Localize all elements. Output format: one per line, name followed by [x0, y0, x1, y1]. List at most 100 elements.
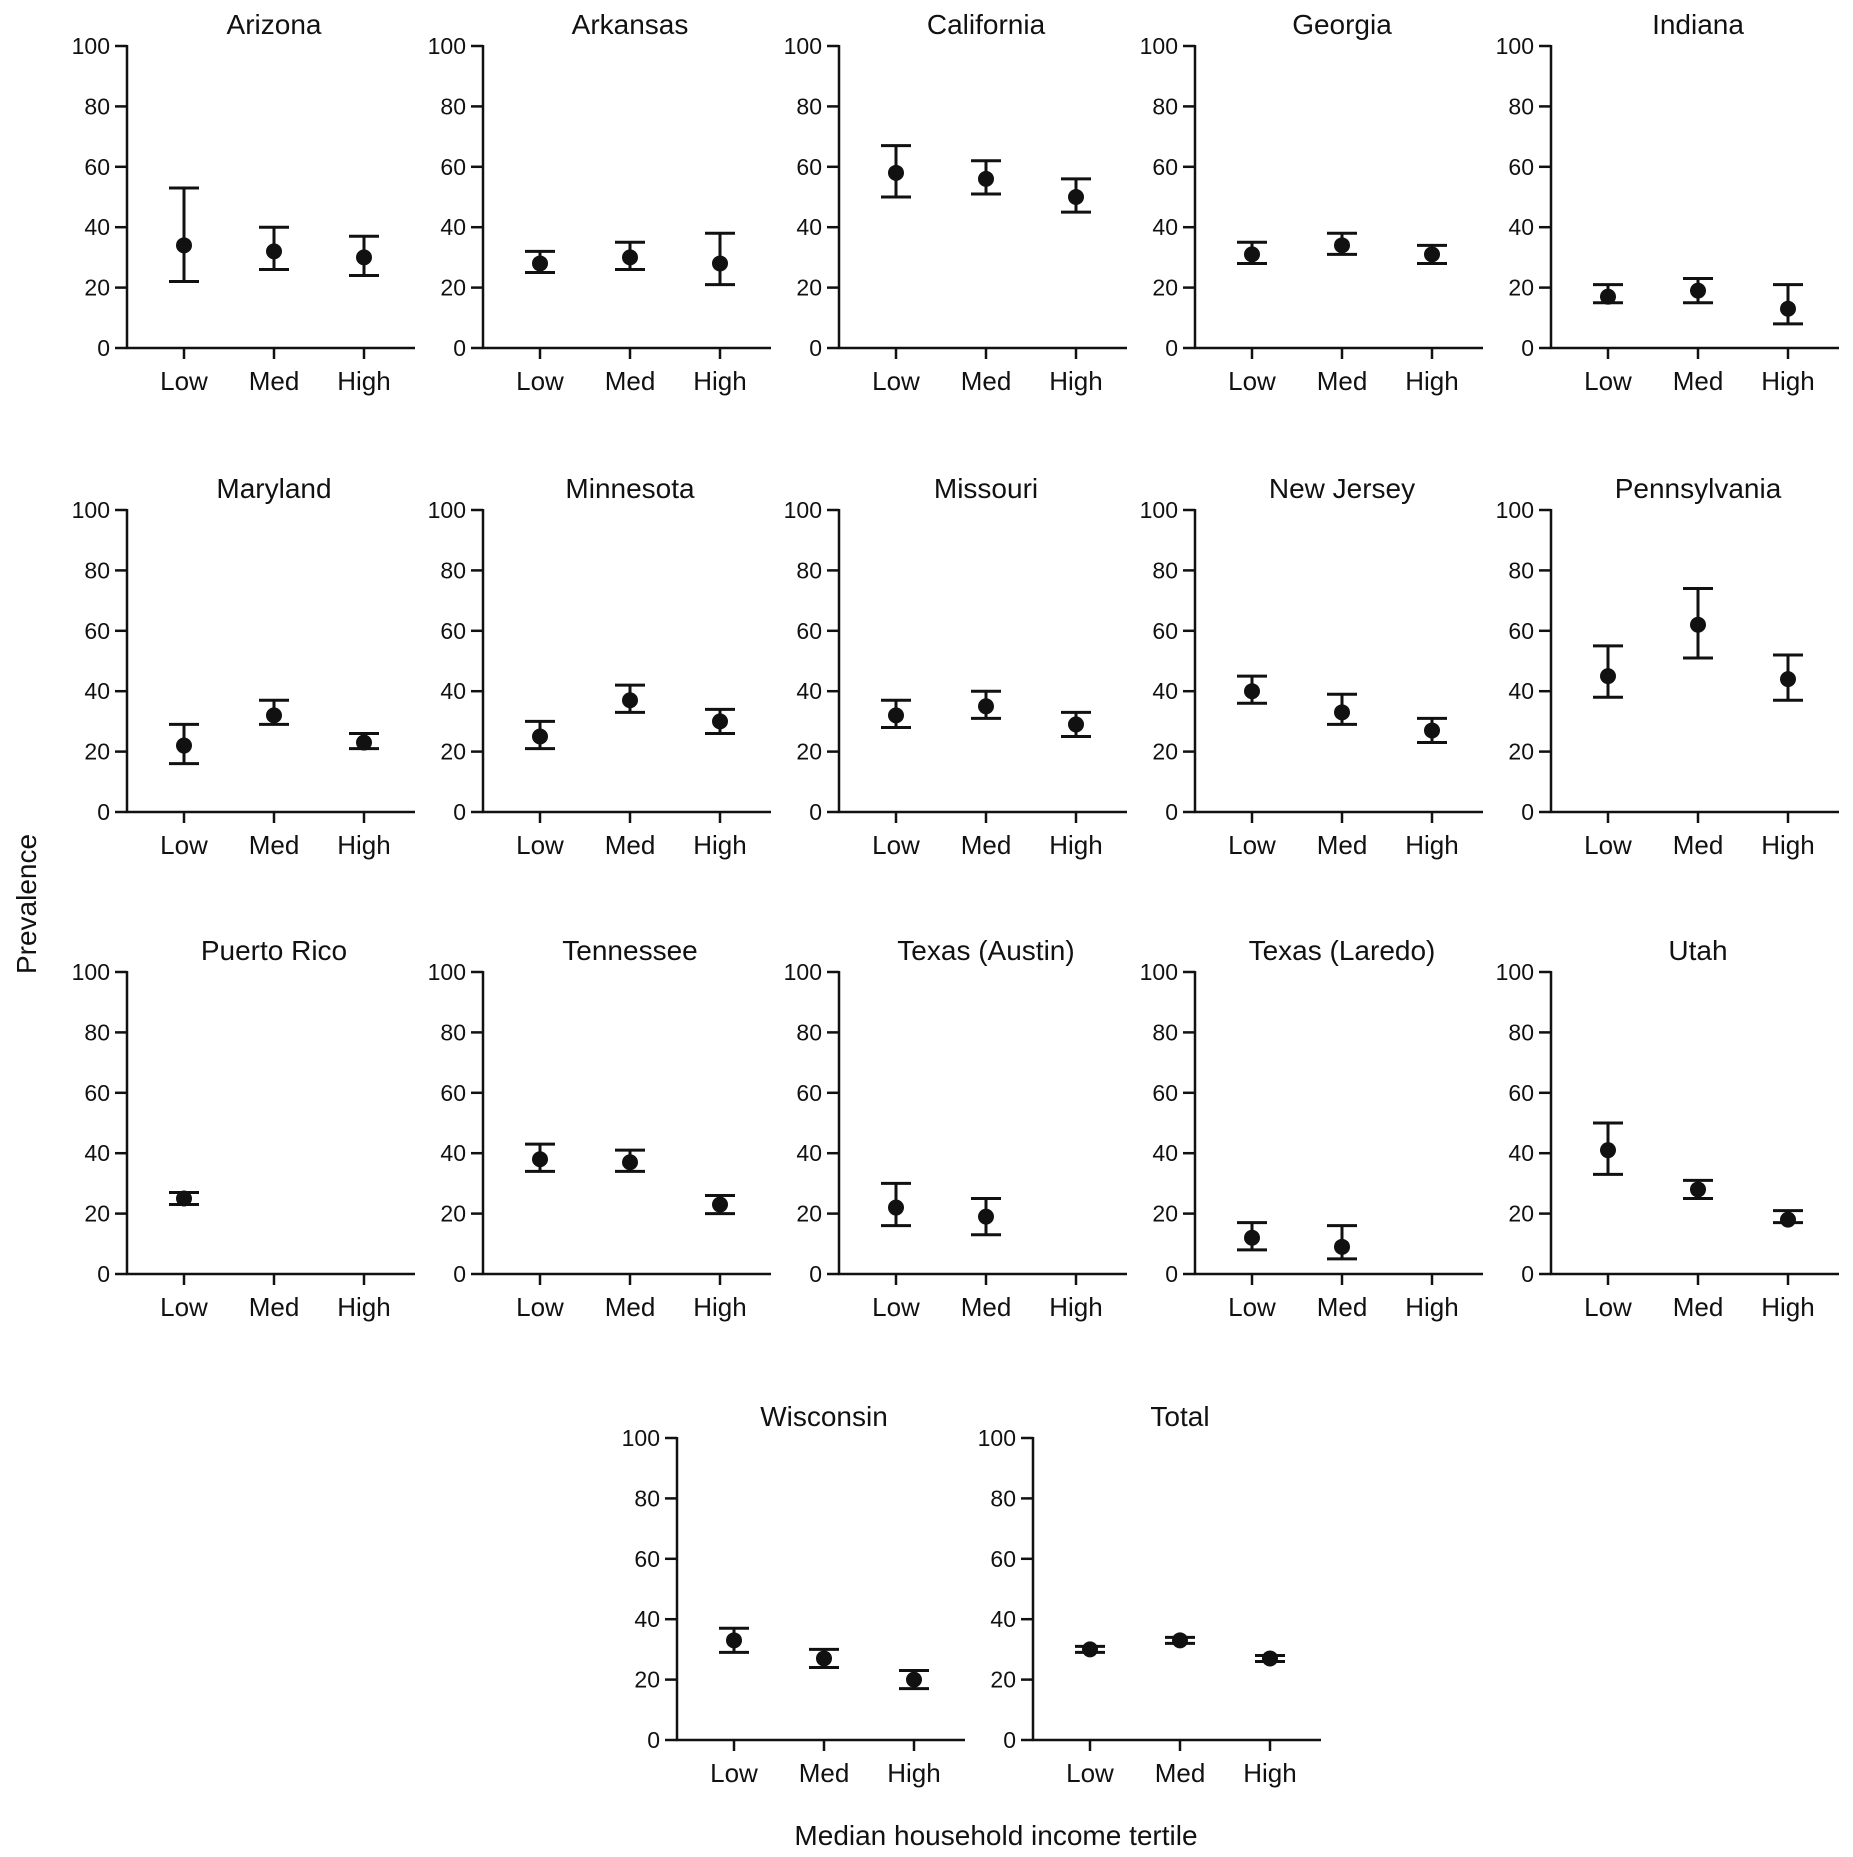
- y-tick-label: 60: [796, 154, 822, 180]
- y-tick-label: 40: [440, 1140, 466, 1166]
- y-tick-label: 20: [1508, 1201, 1534, 1227]
- y-tick-label: 80: [796, 1019, 822, 1045]
- x-tick-label: Low: [872, 366, 920, 396]
- panel-title: Indiana: [1652, 9, 1744, 40]
- y-tick-label: 0: [453, 799, 466, 825]
- x-tick-label: Med: [1317, 830, 1368, 860]
- data-point: [176, 737, 192, 754]
- y-tick-label: 40: [1152, 678, 1178, 704]
- y-tick-label: 60: [796, 618, 822, 644]
- data-point: [712, 713, 728, 730]
- y-tick-label: 80: [84, 1019, 110, 1045]
- panel-title: Utah: [1668, 935, 1727, 966]
- y-tick-label: 60: [440, 1080, 466, 1106]
- chart-panel: Georgia 0 20 40 60 80 100 Low Med High: [1140, 9, 1483, 396]
- chart-panel: Arkansas 0 20 40 60 80 100 Low Med High: [428, 9, 771, 396]
- y-tick-label: 100: [428, 497, 466, 523]
- y-axis-title: Prevalence: [11, 834, 42, 974]
- y-tick-label: 20: [84, 1201, 110, 1227]
- x-tick-label: Low: [160, 1292, 208, 1322]
- data-point: [1600, 288, 1616, 305]
- y-tick-label: 80: [1152, 1019, 1178, 1045]
- y-tick-label: 20: [990, 1667, 1016, 1693]
- y-tick-label: 60: [990, 1546, 1016, 1572]
- panel-title: Pennsylvania: [1615, 473, 1782, 504]
- y-tick-label: 40: [440, 678, 466, 704]
- data-point: [532, 728, 548, 745]
- y-tick-label: 20: [440, 275, 466, 301]
- y-tick-label: 0: [97, 335, 110, 361]
- x-tick-label: Med: [249, 366, 300, 396]
- y-tick-label: 40: [796, 214, 822, 240]
- y-tick-label: 0: [1165, 799, 1178, 825]
- data-point: [978, 1208, 994, 1225]
- data-point: [1068, 716, 1084, 733]
- x-tick-label: Med: [961, 1292, 1012, 1322]
- data-point: [1334, 1238, 1350, 1255]
- y-tick-label: 60: [796, 1080, 822, 1106]
- x-tick-label: Low: [516, 830, 564, 860]
- y-tick-label: 0: [1521, 799, 1534, 825]
- panel-title: Arizona: [227, 9, 322, 40]
- x-tick-label: Med: [961, 366, 1012, 396]
- data-point: [888, 707, 904, 724]
- y-tick-label: 80: [990, 1485, 1016, 1511]
- data-point: [1690, 1181, 1706, 1198]
- y-tick-label: 100: [428, 33, 466, 59]
- x-tick-label: High: [337, 1292, 390, 1322]
- data-point: [888, 164, 904, 181]
- data-point: [622, 692, 638, 709]
- data-point: [356, 249, 372, 266]
- y-tick-label: 60: [1508, 154, 1534, 180]
- y-tick-label: 40: [1508, 1140, 1534, 1166]
- x-tick-label: High: [887, 1758, 940, 1788]
- y-tick-label: 100: [72, 33, 110, 59]
- data-point: [906, 1671, 922, 1688]
- y-tick-label: 80: [1508, 557, 1534, 583]
- y-tick-label: 80: [1152, 93, 1178, 119]
- y-tick-label: 40: [1508, 678, 1534, 704]
- x-tick-label: High: [1761, 1292, 1814, 1322]
- y-tick-label: 60: [84, 618, 110, 644]
- data-point: [1068, 189, 1084, 205]
- data-point: [1600, 668, 1616, 685]
- chart-panel: Arizona 0 20 40 60 80 100 Low Med High: [72, 9, 415, 396]
- chart-panel: California 0 20 40 60 80 100 Low Med High: [784, 9, 1127, 396]
- y-tick-label: 60: [84, 154, 110, 180]
- y-tick-label: 60: [440, 154, 466, 180]
- y-tick-label: 40: [84, 1140, 110, 1166]
- data-point: [532, 255, 548, 272]
- data-point: [1262, 1650, 1278, 1667]
- x-tick-label: High: [1761, 366, 1814, 396]
- chart-panel: Pennsylvania 0 20 40 60 80 100 Low Med High: [1496, 473, 1839, 860]
- panel-title: Arkansas: [572, 9, 689, 40]
- y-tick-label: 0: [1003, 1727, 1016, 1753]
- y-tick-label: 0: [453, 335, 466, 361]
- y-tick-label: 40: [1152, 214, 1178, 240]
- data-point: [1690, 282, 1706, 299]
- x-tick-label: High: [693, 366, 746, 396]
- data-point: [266, 243, 282, 260]
- y-tick-label: 80: [84, 557, 110, 583]
- x-tick-label: Med: [1155, 1758, 1206, 1788]
- x-tick-label: Med: [249, 830, 300, 860]
- panel-title: Missouri: [934, 473, 1038, 504]
- y-tick-label: 60: [1152, 618, 1178, 644]
- x-axis-title: Median household income tertile: [794, 1820, 1197, 1851]
- x-tick-label: Low: [872, 1292, 920, 1322]
- panel-title: New Jersey: [1269, 473, 1415, 504]
- x-tick-label: Med: [1317, 1292, 1368, 1322]
- y-tick-label: 80: [796, 557, 822, 583]
- chart-panel: Tennessee 0 20 40 60 80 100 Low Med High: [428, 935, 771, 1322]
- y-tick-label: 20: [796, 275, 822, 301]
- y-tick-label: 60: [634, 1546, 660, 1572]
- y-tick-label: 20: [1152, 275, 1178, 301]
- data-point: [978, 698, 994, 715]
- data-point: [1780, 1211, 1796, 1228]
- x-tick-label: Med: [961, 830, 1012, 860]
- x-tick-label: High: [1405, 1292, 1458, 1322]
- x-tick-label: Med: [605, 830, 656, 860]
- data-point: [532, 1151, 548, 1168]
- y-tick-label: 100: [1140, 497, 1178, 523]
